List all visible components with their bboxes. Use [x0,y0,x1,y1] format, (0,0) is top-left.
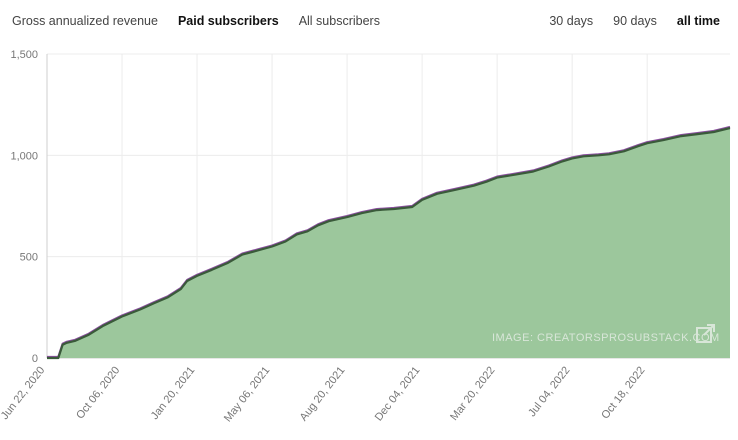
tab-90-days[interactable]: 90 days [613,14,657,28]
x-tick-label: Aug 20, 2021 [298,364,348,423]
area-layer [47,125,731,360]
y-tick-label: 1,500 [10,49,38,61]
watermark-text: IMAGE: CREATORSPROSUBSTACK.COM [492,332,720,344]
x-tick-label: Dec 04, 2021 [373,364,423,423]
tab-all-time[interactable]: all time [676,14,720,28]
x-tick-label: Oct 18, 2022 [599,364,647,421]
metric-tabs: Gross annualized revenue Paid subscriber… [12,14,400,28]
x-tick-label: Jan 20, 2021 [149,364,198,422]
watermark: IMAGE: CREATORSPROSUBSTACK.COM [492,324,720,344]
external-link-icon [696,324,715,343]
x-tick-label: Mar 20, 2022 [448,364,497,422]
series-line [47,126,731,360]
y-tick-label: 1,000 [10,150,38,162]
series-area [47,128,730,358]
tab-paid-subscribers[interactable]: Paid subscribers [177,14,279,28]
x-axis: Jun 22, 2020 Oct 06, 2020 Jan 20, 2021 May … [0,364,648,424]
y-axis: 0 500 1,000 1,500 [10,49,38,365]
x-tick-label: Jun 22, 2020 [0,364,47,422]
range-tabs: 30 days 90 days all time [529,14,720,28]
x-tick-label: Oct 06, 2020 [74,364,122,421]
y-tick-label: 0 [32,353,38,365]
tab-all-subscribers[interactable]: All subscribers [298,14,380,28]
tab-gross-annualized-revenue[interactable]: Gross annualized revenue [12,14,158,28]
x-tick-label: May 06, 2021 [222,364,272,424]
tab-30-days[interactable]: 30 days [549,14,594,28]
x-tick-label: Jul 04, 2022 [526,364,572,419]
y-tick-label: 500 [20,252,38,264]
